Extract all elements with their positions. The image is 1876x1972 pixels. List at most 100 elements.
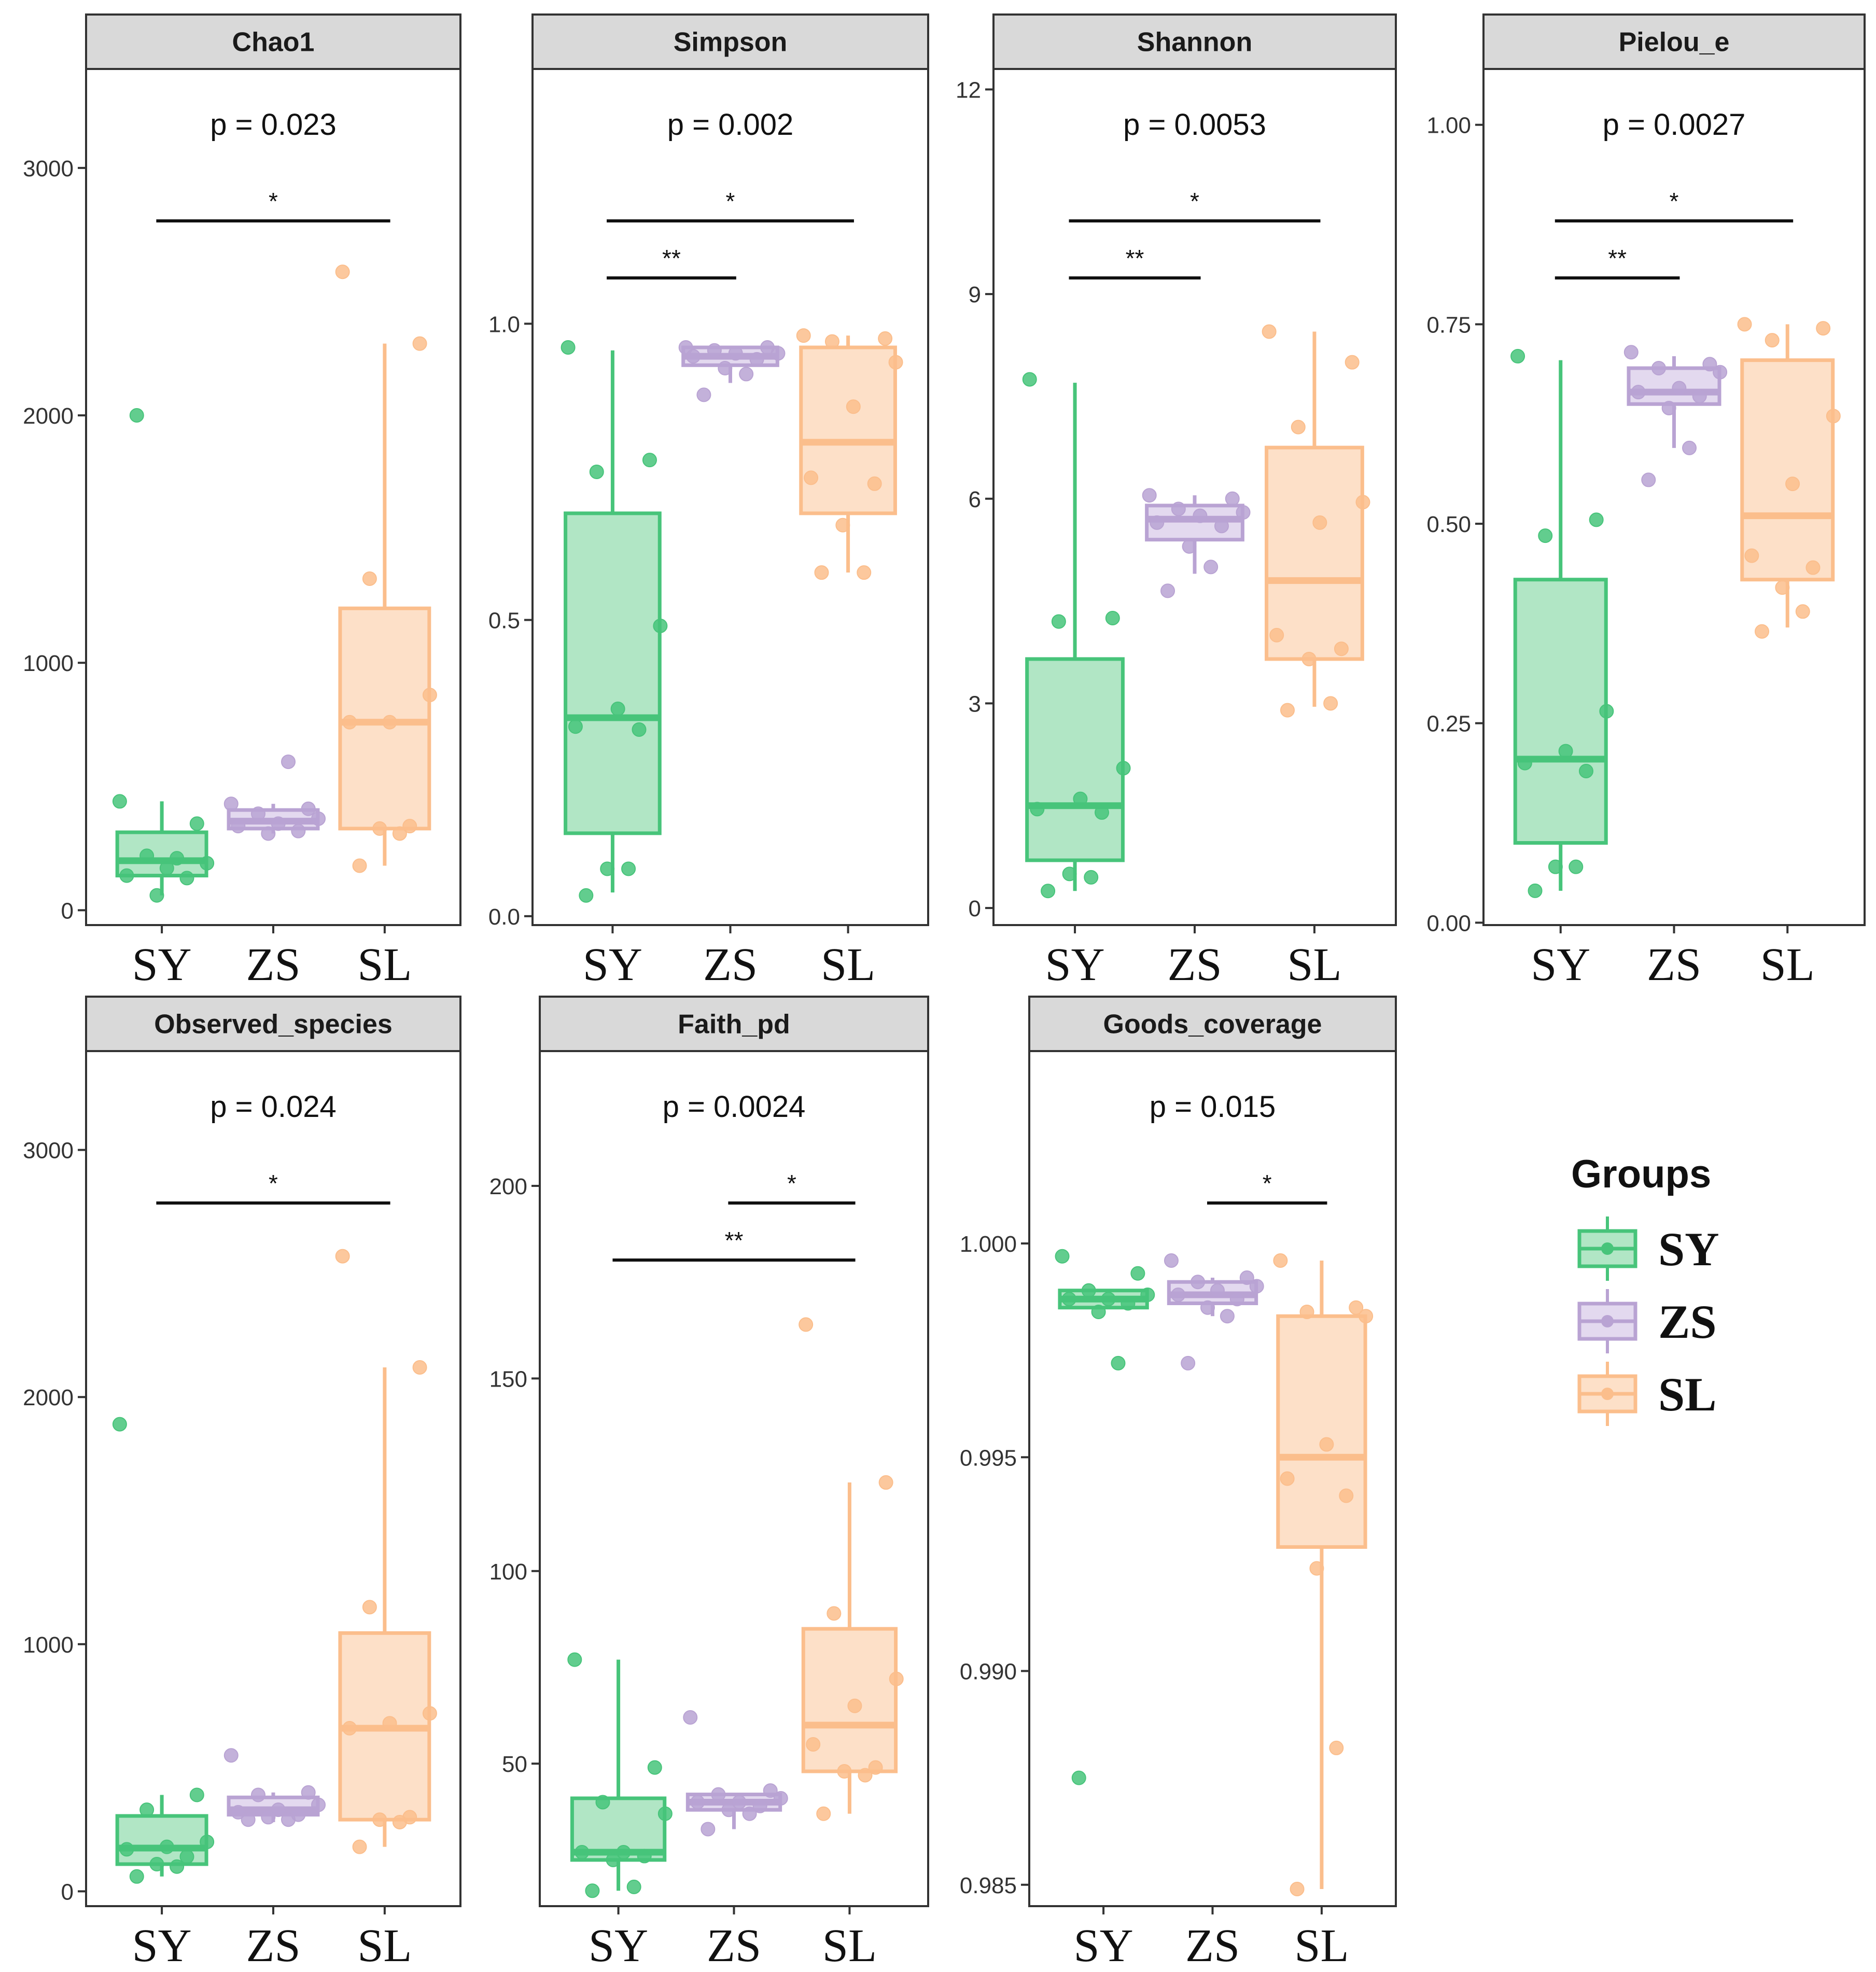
data-point (342, 1721, 357, 1736)
data-point (1558, 744, 1573, 759)
legend-key-point (1601, 1242, 1614, 1255)
strip-title: Pielou_e (1619, 27, 1730, 58)
data-point (616, 1845, 631, 1860)
data-point (1569, 859, 1584, 874)
x-category-label: SL (1287, 939, 1341, 990)
data-point (1744, 548, 1759, 563)
data-point (685, 349, 701, 364)
data-point (1737, 317, 1752, 332)
data-point (1101, 1292, 1116, 1307)
data-point (170, 851, 185, 866)
y-tick-label: 0.0 (488, 904, 520, 930)
significance-label: * (1190, 188, 1199, 215)
p-value-label: p = 0.0053 (1123, 108, 1266, 142)
y-tick-label: 0 (969, 896, 981, 921)
panel-goods_coverage: Goods_coverage 0.985 0.990 0.995 1.000 SY ZS SL… (960, 996, 1397, 1971)
data-point (159, 861, 174, 876)
data-point (1589, 512, 1604, 527)
data-point (1312, 515, 1327, 530)
data-point (749, 352, 764, 367)
data-point (827, 1606, 842, 1621)
data-point (412, 336, 427, 351)
data-point (1273, 1253, 1288, 1268)
data-point (1355, 495, 1370, 510)
legend-key-sl (1577, 1362, 1637, 1426)
data-point (1775, 580, 1790, 595)
box-zs (1145, 495, 1244, 574)
data-point (261, 1810, 276, 1825)
data-point (1713, 365, 1728, 380)
data-point (129, 408, 144, 423)
data-point (1269, 627, 1284, 642)
legend-label-sy: SY (1658, 1223, 1719, 1276)
p-value-label: p = 0.0024 (663, 1090, 806, 1124)
y-tick-label: 0 (61, 898, 74, 924)
data-point (335, 264, 350, 279)
data-point (1181, 1355, 1196, 1370)
data-point (816, 1806, 831, 1821)
data-point (721, 1802, 736, 1817)
data-point (857, 565, 872, 580)
data-point (1236, 505, 1251, 520)
strip-header (1028, 996, 1397, 1052)
x-category-label: ZS (246, 939, 300, 990)
data-point (1200, 1300, 1215, 1315)
p-value-label: p = 0.0027 (1603, 108, 1746, 142)
data-point (1510, 348, 1525, 363)
strip-title: Observed_species (154, 1010, 393, 1040)
y-tick-label: 100 (489, 1559, 527, 1585)
y-tick-label: 1000 (23, 651, 74, 676)
data-point (352, 858, 367, 873)
x-category-label: SL (821, 939, 875, 990)
data-point (1692, 388, 1707, 403)
legend-label-sl: SL (1658, 1368, 1717, 1421)
data-point (752, 1798, 767, 1813)
y-tick-label: 6 (969, 487, 981, 512)
panel-pielou_e: Pielou_e 0.00 0.25 0.50 0.75 1.00 SY ZS SL p = 0.… (1426, 13, 1866, 990)
data-point (1220, 1309, 1235, 1324)
x-category-label: SY (132, 939, 192, 990)
data-point (1682, 440, 1697, 455)
data-point (1702, 357, 1717, 372)
data-point (112, 1417, 127, 1432)
data-point (1160, 583, 1175, 598)
data-point (1061, 1292, 1076, 1307)
y-tick-label: 9 (969, 282, 981, 307)
box-iqr (1513, 578, 1608, 845)
y-tick-label: 150 (489, 1366, 527, 1392)
data-point (342, 715, 357, 730)
data-point (728, 346, 743, 361)
y-tick-label: 1.000 (960, 1232, 1017, 1257)
y-tick-label: 0.995 (960, 1445, 1017, 1471)
data-point (1755, 624, 1770, 639)
y-tick-label: 200 (489, 1174, 527, 1199)
box-sy (1513, 360, 1608, 891)
data-point (647, 1760, 662, 1775)
data-point (1239, 1270, 1254, 1285)
data-point (701, 1822, 716, 1837)
data-point (1290, 1882, 1305, 1897)
box-sl (1265, 331, 1364, 707)
data-point (610, 701, 625, 716)
data-point (1062, 866, 1077, 882)
data-point (579, 888, 594, 903)
data-point (250, 806, 265, 821)
y-tick-label: 12 (956, 77, 981, 103)
data-point (835, 518, 850, 533)
data-point (223, 796, 239, 812)
data-point (867, 476, 882, 491)
data-point (1105, 611, 1120, 626)
data-point (742, 1806, 757, 1821)
y-tick-label: 50 (502, 1752, 527, 1777)
legend-key-point (1601, 1388, 1614, 1400)
data-point (707, 343, 722, 358)
data-point (632, 722, 647, 737)
significance-label: * (1263, 1170, 1272, 1197)
y-tick-label: 0.990 (960, 1659, 1017, 1685)
data-point (335, 1249, 350, 1264)
data-point (846, 399, 861, 414)
data-point (621, 861, 636, 876)
box-iqr (799, 345, 897, 515)
data-point (1280, 1471, 1295, 1486)
